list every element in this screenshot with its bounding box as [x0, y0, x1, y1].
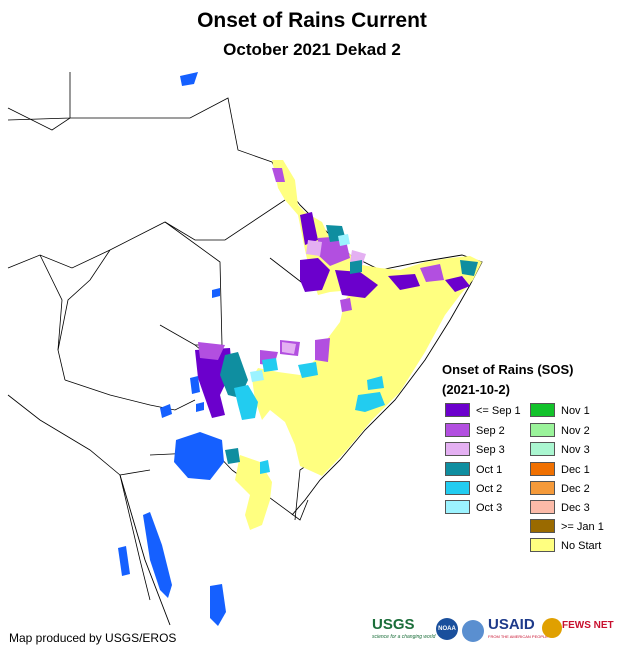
legend-label: Sep 2 — [476, 425, 505, 437]
usgs-logo: USGS science for a changing world — [372, 616, 436, 640]
legend-label: <= Sep 1 — [476, 405, 521, 417]
oct2-onset — [234, 358, 385, 474]
noaa-logo: NOAA — [436, 618, 458, 640]
usgs-wordmark: USGS — [372, 616, 415, 633]
legend-label: Sep 3 — [476, 444, 505, 456]
legend-swatch — [530, 423, 555, 437]
legend-swatch — [445, 403, 470, 417]
legend-heading: Onset of Rains (SOS) — [442, 362, 574, 377]
water-bodies — [118, 72, 226, 626]
legend-label: Dec 1 — [561, 464, 590, 476]
legend-swatch — [445, 481, 470, 495]
legend-label: Nov 3 — [561, 444, 590, 456]
fewsnet-emblem-icon — [542, 618, 562, 638]
legend-label: No Start — [561, 540, 602, 552]
usaid-wordmark: USAID — [488, 616, 535, 633]
legend-label: Dec 3 — [561, 502, 590, 514]
legend-swatch — [530, 442, 555, 456]
legend-label: Oct 1 — [476, 464, 503, 476]
map-subtitle: October 2021 Dekad 2 — [223, 40, 401, 59]
usaid-tagline: FROM THE AMERICAN PEOPLE — [488, 634, 548, 639]
legend-label: Nov 1 — [561, 405, 590, 417]
usaid-logo: USAID FROM THE AMERICAN PEOPLE — [488, 616, 548, 639]
legend-label: Oct 3 — [476, 502, 503, 514]
legend-swatch — [445, 500, 470, 514]
map-title: Onset of Rains Current — [197, 9, 427, 32]
legend-swatch — [445, 423, 470, 437]
legend-swatch — [530, 462, 555, 476]
legend-swatch — [530, 403, 555, 417]
legend-date: (2021-10-2) — [442, 382, 510, 397]
legend-label: Dec 2 — [561, 483, 590, 495]
legend-swatch — [445, 442, 470, 456]
globe-icon — [462, 620, 484, 642]
legend-swatch — [530, 481, 555, 495]
oct3-onset — [250, 234, 350, 382]
legend-label: >= Jan 1 — [561, 521, 604, 533]
legend-swatch — [445, 462, 470, 476]
legend-label: Oct 2 — [476, 483, 503, 495]
map-credit: Map produced by USGS/EROS — [9, 631, 177, 645]
legend-swatch — [530, 500, 555, 514]
fewsnet-wordmark: FEWS NET — [562, 620, 614, 631]
legend-swatch — [530, 519, 555, 533]
usgs-tagline: science for a changing world — [372, 634, 436, 640]
legend-label: Nov 2 — [561, 425, 590, 437]
legend-title: Onset of Rains (SOS) (2021-10-2) — [442, 360, 573, 400]
legend-swatch — [530, 538, 555, 552]
